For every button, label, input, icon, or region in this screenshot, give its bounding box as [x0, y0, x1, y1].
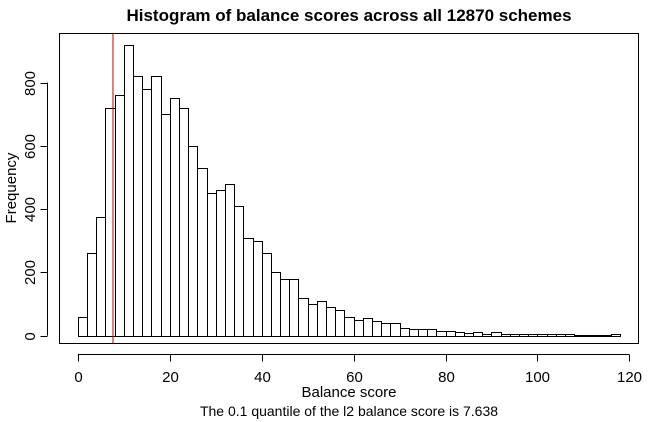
y-axis-label: Frequency	[3, 152, 20, 223]
histogram-bar	[289, 279, 299, 337]
histogram-bar	[179, 108, 189, 337]
y-tick-label: 400	[22, 197, 39, 222]
histogram-bar	[317, 301, 327, 337]
histogram-bar	[87, 253, 97, 337]
histogram-bar	[363, 318, 373, 337]
histogram-bar	[170, 98, 180, 337]
histogram-bar	[583, 335, 594, 337]
histogram-bar	[482, 334, 492, 337]
histogram-bar	[197, 168, 208, 337]
histogram-bar	[262, 253, 272, 337]
y-tick-label: 0	[22, 332, 39, 340]
chart-subtitle: The 0.1 quantile of the l2 balance score…	[200, 403, 498, 419]
x-axis: 0 20 40 60 80 100 120	[74, 354, 642, 386]
histogram-bar	[207, 193, 217, 337]
histogram-bar	[225, 184, 235, 337]
histogram-bar	[372, 321, 382, 337]
histogram-bar	[547, 334, 557, 337]
histogram-bar	[133, 76, 143, 337]
plot-frame	[59, 33, 639, 344]
chart-title: Histogram of balance scores across all 1…	[126, 6, 571, 25]
histogram-bar	[611, 334, 621, 337]
histogram-bar	[381, 323, 391, 337]
histogram-bar	[216, 190, 226, 337]
histogram-bar	[537, 334, 548, 337]
histogram-bar	[491, 332, 502, 337]
histogram-bar	[253, 241, 263, 337]
histogram-bar	[142, 89, 152, 337]
x-tick-label: 20	[162, 369, 179, 386]
histogram-bar	[565, 334, 575, 337]
histogram-bar	[354, 320, 364, 337]
histogram-bar	[501, 334, 511, 337]
y-axis: 0 200 400 600 800	[22, 71, 48, 341]
histogram-bar	[161, 114, 171, 337]
histogram-bar	[344, 317, 355, 337]
histogram-bar	[510, 334, 520, 337]
histogram-bar	[308, 304, 318, 337]
histogram-bar	[418, 329, 428, 337]
histogram-bar	[188, 146, 198, 337]
x-tick-label: 40	[254, 369, 271, 386]
x-tick-label: 120	[617, 369, 642, 386]
y-tick-label: 600	[22, 134, 39, 159]
y-tick-label: 800	[22, 71, 39, 96]
x-tick-label: 100	[525, 369, 550, 386]
histogram-bar	[124, 45, 134, 337]
histogram-bar	[446, 331, 456, 337]
histogram-bar	[243, 238, 254, 337]
x-axis-label: Balance score	[301, 384, 396, 401]
histogram-bar	[593, 335, 603, 337]
histogram-bar	[519, 334, 529, 337]
histogram-bar	[271, 272, 281, 337]
bars-group	[78, 45, 621, 337]
histogram-bar	[105, 108, 116, 337]
histogram-bar	[326, 307, 336, 337]
x-tick-label: 0	[74, 369, 82, 386]
histogram-bar	[556, 334, 566, 337]
histogram-bar	[335, 310, 345, 337]
histogram-bar	[455, 332, 465, 337]
x-tick-label: 80	[438, 369, 455, 386]
histogram-bar	[151, 76, 162, 337]
histogram-bar	[390, 323, 401, 337]
histogram-bar	[96, 217, 106, 337]
histogram-bar	[464, 333, 474, 337]
histogram-bar	[473, 332, 483, 337]
x-tick-label: 60	[346, 369, 363, 386]
histogram-bar	[574, 335, 584, 337]
histogram-bar	[78, 317, 88, 337]
histogram-bar	[298, 298, 309, 337]
histogram-bar	[280, 279, 290, 337]
histogram-bar	[409, 329, 419, 337]
histogram-bar	[436, 331, 447, 337]
histogram-bar	[427, 329, 437, 337]
histogram-bar	[234, 206, 244, 337]
histogram-bar	[400, 328, 410, 337]
y-tick-label: 200	[22, 260, 39, 285]
histogram-bar	[528, 334, 538, 337]
histogram-bar	[602, 335, 612, 337]
histogram-bar	[115, 95, 125, 337]
